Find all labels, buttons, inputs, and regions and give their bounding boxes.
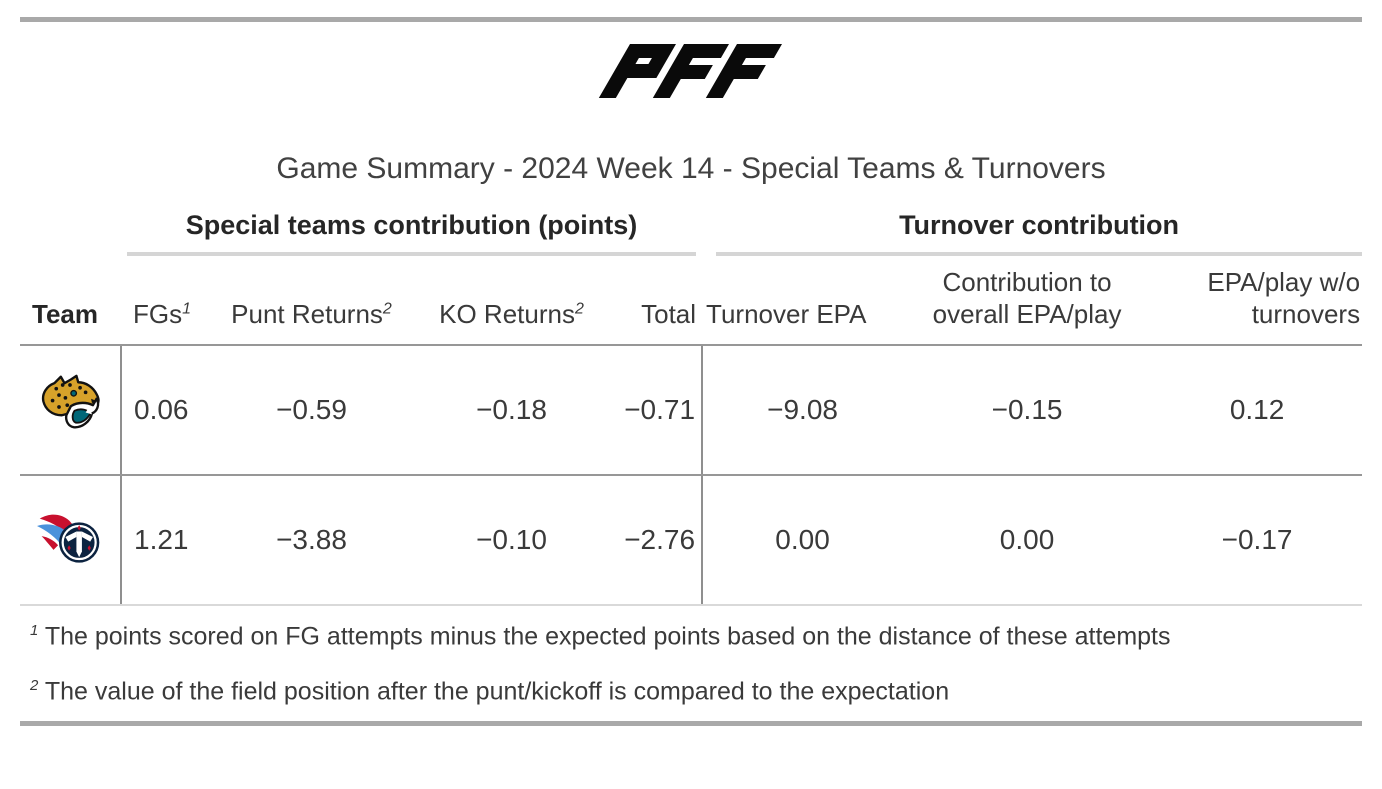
footnote-2-text: The value of the field position after th… [44,677,950,706]
cell-fgs: 0.06 [121,345,209,476]
footnote-1-sup: 1 [30,622,39,639]
footnote-mark-1: 1 [182,300,192,318]
col-header-fgs: FGs1 [121,256,209,346]
top-divider-bar [20,17,1362,22]
cell-epa-wo-turnovers: −0.17 [1152,475,1363,606]
col-header-team: Team [20,256,121,346]
cell-ko-returns: −0.10 [414,475,609,606]
cell-ko-returns: −0.18 [414,345,609,476]
team-cell-jaguars [20,345,122,476]
group-underline [716,252,1363,256]
footnote-2-sup: 2 [30,677,39,695]
cell-punt-returns: −3.88 [209,475,414,606]
col-header-ko-returns: KO Returns2 [414,256,609,346]
footnote-mark-2: 2 [382,300,392,318]
cell-contribution: −0.15 [902,345,1153,476]
group-header-spacer [20,210,121,256]
group-header-row: Special teams contribution (points) Turn… [20,210,1363,256]
col-header-total: Total [609,256,703,346]
footnote-2: 2 The value of the field position after … [30,677,1362,706]
group-label-special-teams: Special teams contribution (points) [185,210,638,240]
group-label-turnover: Turnover contribution [899,210,1180,240]
col-header-turnover-epa: Turnover EPA [702,256,903,346]
pff-logo [0,44,1382,100]
cell-turnover-epa: −9.08 [702,345,903,476]
cell-contribution: 0.00 [902,475,1153,606]
group-underline [127,252,697,256]
page-title: Game Summary - 2024 Week 14 - Special Te… [276,152,1106,185]
summary-table: Special teams contribution (points) Turn… [20,210,1363,606]
cell-fgs: 1.21 [121,475,209,606]
footnote-1-text: The points scored on FG attempts minus t… [44,622,1171,651]
col-header-punt-returns: Punt Returns2 [209,256,414,346]
cell-total: −2.76 [609,475,704,606]
footnote-mark-2: 2 [574,300,584,318]
cell-total: −0.71 [609,345,704,476]
footnote-1: 1 The points scored on FG attempts minus… [30,622,1362,651]
col-header-contribution: Contribution to overall EPA/play [902,256,1153,346]
group-header-special-teams: Special teams contribution (points) [121,210,702,256]
jaguars-logo-icon [41,374,100,428]
table-row-jaguars: 0.06 −0.59 −0.18 −0.71 −9.08 −0.15 0.12 [20,345,1363,476]
col-header-epa-wo-turnovers: EPA/play w/o turnovers [1152,256,1363,346]
column-header-row: Team FGs1 Punt Returns2 KO Returns2 Tota… [20,256,1363,346]
titans-logo-icon [37,514,100,563]
group-header-turnover: Turnover contribution [702,210,1363,256]
cell-punt-returns: −0.59 [209,345,414,476]
team-cell-titans [20,475,122,606]
bottom-divider-bar [20,720,1362,726]
pff-logo-icon [598,44,782,98]
cell-epa-wo-turnovers: 0.12 [1152,345,1363,476]
table-row-titans: 1.21 −3.88 −0.10 −2.76 0.00 0.00 −0.17 [20,475,1363,606]
cell-turnover-epa: 0.00 [702,475,903,606]
